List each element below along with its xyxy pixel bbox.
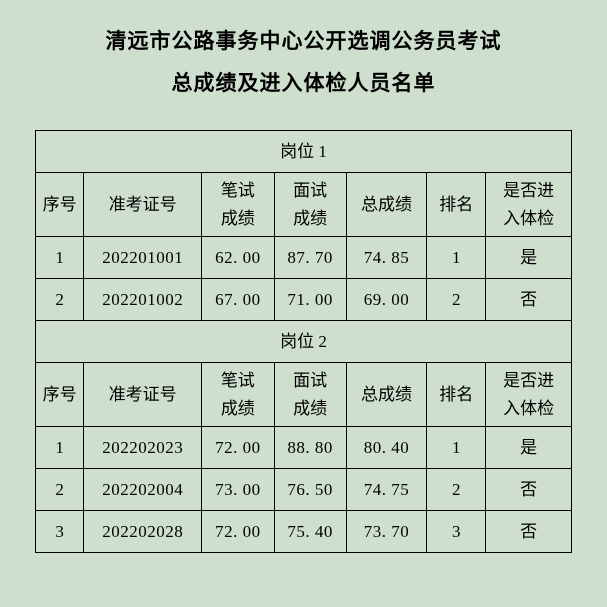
cell-exam_no: 202202023 <box>84 427 202 469</box>
cell-exam_no: 202201001 <box>84 237 202 279</box>
results-table: 岗位 1序号准考证号笔试成绩面试成绩总成绩排名是否进入体检12022010016… <box>35 130 572 553</box>
col-header-written: 笔试成绩 <box>202 363 274 427</box>
table-row: 220220100267. 0071. 0069. 002否 <box>36 279 572 321</box>
cell-written: 73. 00 <box>202 469 274 511</box>
cell-total: 69. 00 <box>346 279 426 321</box>
cell-total: 73. 70 <box>346 511 426 553</box>
col-header-seq: 序号 <box>36 173 84 237</box>
table-row: 120220100162. 0087. 7074. 851是 <box>36 237 572 279</box>
table-row: 320220202872. 0075. 4073. 703否 <box>36 511 572 553</box>
table-row: 120220202372. 0088. 8080. 401是 <box>36 427 572 469</box>
cell-total: 74. 85 <box>346 237 426 279</box>
cell-written: 67. 00 <box>202 279 274 321</box>
cell-interview: 76. 50 <box>274 469 346 511</box>
cell-pass: 是 <box>486 427 572 469</box>
cell-exam_no: 202201002 <box>84 279 202 321</box>
cell-rank: 1 <box>427 237 486 279</box>
cell-rank: 2 <box>427 469 486 511</box>
cell-seq: 2 <box>36 469 84 511</box>
title-line-2: 总成绩及进入体检人员名单 <box>35 62 572 104</box>
cell-total: 74. 75 <box>346 469 426 511</box>
col-header-exam_no: 准考证号 <box>84 363 202 427</box>
col-header-rank: 排名 <box>427 363 486 427</box>
cell-exam_no: 202202028 <box>84 511 202 553</box>
cell-interview: 71. 00 <box>274 279 346 321</box>
cell-interview: 87. 70 <box>274 237 346 279</box>
cell-pass: 是 <box>486 237 572 279</box>
cell-seq: 2 <box>36 279 84 321</box>
cell-written: 72. 00 <box>202 427 274 469</box>
cell-interview: 75. 40 <box>274 511 346 553</box>
cell-written: 62. 00 <box>202 237 274 279</box>
cell-pass: 否 <box>486 469 572 511</box>
col-header-rank: 排名 <box>427 173 486 237</box>
cell-rank: 1 <box>427 427 486 469</box>
cell-interview: 88. 80 <box>274 427 346 469</box>
col-header-seq: 序号 <box>36 363 84 427</box>
col-header-pass: 是否进入体检 <box>486 173 572 237</box>
cell-seq: 1 <box>36 237 84 279</box>
cell-written: 72. 00 <box>202 511 274 553</box>
cell-rank: 2 <box>427 279 486 321</box>
col-header-total: 总成绩 <box>346 363 426 427</box>
position-header: 岗位 1 <box>36 131 572 173</box>
table-row: 220220200473. 0076. 5074. 752否 <box>36 469 572 511</box>
col-header-written: 笔试成绩 <box>202 173 274 237</box>
col-header-exam_no: 准考证号 <box>84 173 202 237</box>
page-title: 清远市公路事务中心公开选调公务员考试 总成绩及进入体检人员名单 <box>35 20 572 104</box>
position-header: 岗位 2 <box>36 321 572 363</box>
cell-exam_no: 202202004 <box>84 469 202 511</box>
col-header-pass: 是否进入体检 <box>486 363 572 427</box>
title-line-1: 清远市公路事务中心公开选调公务员考试 <box>35 20 572 62</box>
col-header-interview: 面试成绩 <box>274 173 346 237</box>
cell-pass: 否 <box>486 279 572 321</box>
cell-rank: 3 <box>427 511 486 553</box>
cell-pass: 否 <box>486 511 572 553</box>
cell-seq: 1 <box>36 427 84 469</box>
col-header-interview: 面试成绩 <box>274 363 346 427</box>
cell-total: 80. 40 <box>346 427 426 469</box>
col-header-total: 总成绩 <box>346 173 426 237</box>
cell-seq: 3 <box>36 511 84 553</box>
